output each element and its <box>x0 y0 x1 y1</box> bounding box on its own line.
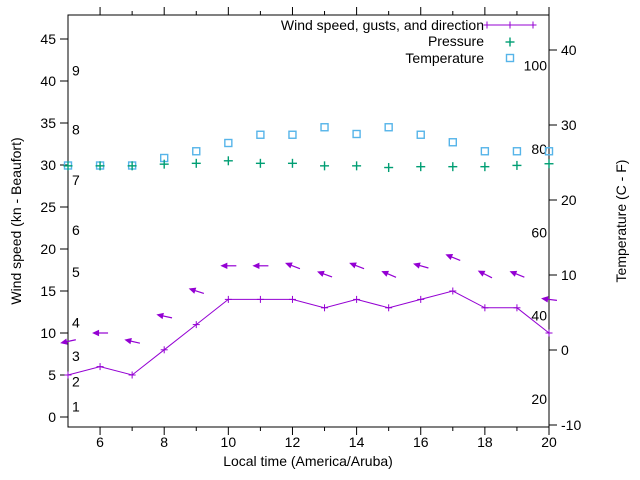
tick-label: 60 <box>531 224 547 240</box>
gust-arrow-head <box>188 287 197 294</box>
temperature-point <box>480 147 490 156</box>
temperature-point <box>320 123 329 132</box>
temperature-point <box>384 123 393 132</box>
legend-item-temperature: Temperature <box>405 49 484 66</box>
temperature-point <box>256 130 265 139</box>
tick-label: 30 <box>561 117 577 133</box>
tick-label: 5 <box>72 264 80 280</box>
gust-arrow-head <box>445 254 454 260</box>
tick-label: 5 <box>48 367 56 383</box>
legend: Wind speed, gusts, and direction Pressur… <box>281 17 484 66</box>
tick-label: 12 <box>285 434 301 450</box>
fahrenheit-scale-labels: 20 40 60 80 100 <box>524 58 548 407</box>
tick-label: 100 <box>524 58 548 74</box>
temperature-point <box>224 138 233 148</box>
tick-label: 40 <box>40 73 56 89</box>
tick-label: 1 <box>72 399 80 415</box>
temperature-point <box>512 147 522 156</box>
tick-label: 20 <box>40 241 56 257</box>
gust-arrow-head <box>509 270 518 277</box>
axis-frame <box>67 14 550 428</box>
gust-arrow-head <box>92 329 100 337</box>
right-axis-ticks: -10 0 10 20 30 40 <box>549 42 581 433</box>
gust-arrow-head <box>220 262 228 269</box>
tick-label: 45 <box>40 31 56 47</box>
gust-arrow-head <box>156 312 164 320</box>
legend-marker-samples <box>483 21 537 63</box>
tick-label: -10 <box>561 417 581 433</box>
tick-label: 7 <box>72 172 80 188</box>
tick-label: 8 <box>160 434 168 450</box>
gust-arrow-head <box>317 270 325 277</box>
wind-speed-series <box>64 287 553 379</box>
tick-label: 10 <box>40 325 56 341</box>
legend-item-wind: Wind speed, gusts, and direction <box>280 17 484 33</box>
gust-arrow-head <box>252 262 260 269</box>
temperature-point <box>192 147 201 156</box>
tick-label: 8 <box>72 121 80 137</box>
tick-label: 0 <box>561 342 569 358</box>
tick-label: 6 <box>72 222 80 238</box>
tick-label: 4 <box>72 315 80 331</box>
x-axis-title: Local time (America/Aruba) <box>223 453 393 469</box>
beaufort-scale-labels: 1 2 3 4 5 6 7 8 9 <box>72 63 80 415</box>
left-axis-ticks: 0 5 10 15 20 25 30 35 40 45 <box>40 31 68 425</box>
temperature-point <box>352 129 361 139</box>
temperature-point <box>544 147 554 156</box>
tick-label: 6 <box>96 434 104 450</box>
temperature-point <box>416 130 425 139</box>
legend-item-pressure: Pressure <box>427 33 484 50</box>
x-axis-ticks: 6 8 10 12 14 16 18 20 <box>96 7 557 450</box>
temperature-point <box>288 130 297 139</box>
tick-label: 40 <box>561 42 577 58</box>
right-axis-title: Temperature (C - F) <box>613 159 629 283</box>
gust-arrow-head <box>124 338 132 345</box>
tick-label: 0 <box>48 409 56 425</box>
gust-arrow-head <box>477 270 486 277</box>
tick-label: 30 <box>40 157 56 173</box>
tick-label: 9 <box>72 63 80 79</box>
tick-label: 16 <box>413 434 429 450</box>
pressure-series <box>63 156 554 173</box>
tick-label: 3 <box>72 348 80 364</box>
gust-direction-arrows <box>60 254 558 345</box>
wind-speed-line <box>67 290 550 376</box>
legend-temperature-marker <box>505 53 515 63</box>
temperature-point <box>448 138 457 147</box>
tick-label: 20 <box>541 434 557 450</box>
tick-label: 35 <box>40 115 56 131</box>
gust-arrow-head <box>284 262 293 269</box>
tick-label: 2 <box>72 373 80 389</box>
gust-arrow-head <box>413 262 421 269</box>
tick-label: 25 <box>40 199 56 215</box>
gust-arrow-head <box>349 262 357 269</box>
tick-label: 20 <box>531 391 547 407</box>
gust-arrow-head <box>60 338 68 345</box>
temperature-series <box>63 123 554 170</box>
tick-label: 10 <box>221 434 237 450</box>
left-axis-title: Wind speed (kn - Beaufort) <box>8 137 24 305</box>
gust-arrow-head <box>381 270 389 277</box>
tick-label: 80 <box>531 141 547 157</box>
tick-label: 10 <box>561 267 577 283</box>
gust-arrow-head <box>541 296 549 303</box>
tick-label: 18 <box>477 434 493 450</box>
tick-label: 15 <box>40 283 56 299</box>
tick-label: 40 <box>531 308 547 324</box>
tick-label: 14 <box>349 434 365 450</box>
tick-label: 20 <box>561 192 577 208</box>
